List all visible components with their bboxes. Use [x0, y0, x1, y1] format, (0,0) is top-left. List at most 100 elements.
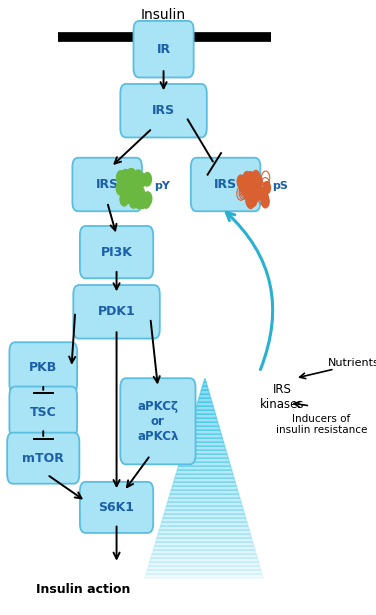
Circle shape [257, 188, 264, 200]
Polygon shape [183, 446, 226, 450]
Text: pY: pY [154, 181, 170, 191]
Text: IR: IR [156, 42, 171, 56]
Polygon shape [149, 562, 260, 566]
Text: S6K1: S6K1 [99, 501, 135, 514]
FancyBboxPatch shape [7, 433, 79, 483]
Polygon shape [162, 518, 247, 522]
Text: Inducers of
insulin resistance: Inducers of insulin resistance [276, 413, 367, 435]
Polygon shape [189, 426, 220, 430]
Polygon shape [156, 538, 253, 542]
Circle shape [253, 182, 261, 194]
Polygon shape [171, 486, 238, 490]
Text: Insulin action: Insulin action [36, 582, 130, 596]
Polygon shape [186, 438, 224, 442]
Polygon shape [175, 474, 234, 478]
Circle shape [254, 183, 262, 196]
Text: PDK1: PDK1 [98, 305, 135, 319]
Circle shape [130, 173, 138, 187]
Polygon shape [200, 391, 209, 394]
FancyBboxPatch shape [72, 158, 142, 212]
Circle shape [138, 173, 146, 187]
Circle shape [134, 195, 143, 208]
Polygon shape [187, 434, 223, 438]
Circle shape [121, 175, 129, 189]
Circle shape [252, 170, 260, 183]
Circle shape [117, 171, 125, 184]
Circle shape [129, 194, 138, 208]
Circle shape [138, 191, 146, 205]
Text: aPKCζ
or
aPKCλ: aPKCζ or aPKCλ [137, 400, 179, 443]
Polygon shape [152, 550, 256, 554]
Polygon shape [159, 526, 249, 530]
Circle shape [247, 196, 255, 208]
Text: IRS: IRS [96, 178, 119, 191]
Polygon shape [174, 478, 235, 482]
FancyBboxPatch shape [120, 84, 207, 138]
Circle shape [124, 179, 133, 192]
Polygon shape [147, 566, 261, 570]
Polygon shape [161, 522, 248, 526]
Text: IRS: IRS [152, 104, 175, 117]
Polygon shape [163, 514, 246, 518]
Circle shape [246, 194, 253, 207]
FancyBboxPatch shape [73, 285, 160, 338]
Polygon shape [191, 422, 219, 426]
Polygon shape [146, 570, 262, 574]
Polygon shape [155, 542, 254, 546]
Text: PKB: PKB [29, 361, 58, 375]
Text: mTOR: mTOR [22, 451, 64, 465]
Circle shape [243, 183, 250, 195]
Circle shape [247, 184, 255, 197]
Polygon shape [151, 554, 257, 558]
Circle shape [248, 186, 255, 199]
Circle shape [134, 170, 142, 183]
Polygon shape [192, 418, 218, 422]
FancyBboxPatch shape [191, 158, 260, 212]
Polygon shape [180, 458, 229, 462]
Polygon shape [145, 574, 263, 578]
Circle shape [255, 175, 262, 187]
Polygon shape [157, 534, 252, 538]
Circle shape [143, 172, 152, 186]
Text: Nutrients: Nutrients [327, 358, 376, 368]
Circle shape [125, 177, 133, 191]
FancyBboxPatch shape [80, 226, 153, 278]
Circle shape [262, 196, 269, 208]
Circle shape [118, 176, 127, 189]
Circle shape [120, 192, 128, 206]
Polygon shape [201, 386, 208, 391]
Circle shape [124, 181, 132, 195]
FancyBboxPatch shape [133, 21, 194, 77]
FancyBboxPatch shape [80, 482, 153, 533]
Polygon shape [188, 430, 221, 434]
Polygon shape [194, 410, 215, 415]
Circle shape [246, 183, 253, 196]
Text: PI3K: PI3K [101, 245, 132, 259]
Polygon shape [170, 490, 239, 494]
Circle shape [128, 184, 136, 197]
Circle shape [241, 184, 249, 196]
Circle shape [250, 176, 258, 188]
Circle shape [247, 172, 254, 184]
Polygon shape [204, 378, 206, 382]
Circle shape [263, 181, 270, 194]
Circle shape [138, 195, 146, 208]
Polygon shape [164, 510, 244, 514]
Circle shape [254, 186, 261, 199]
Circle shape [142, 195, 150, 208]
FancyBboxPatch shape [120, 378, 196, 464]
Text: pS: pS [272, 181, 288, 191]
Circle shape [252, 189, 259, 201]
Circle shape [127, 169, 136, 182]
Circle shape [243, 172, 251, 184]
Circle shape [249, 194, 257, 207]
Polygon shape [167, 502, 242, 506]
Circle shape [124, 176, 133, 189]
Circle shape [261, 192, 268, 205]
Polygon shape [179, 462, 230, 466]
Polygon shape [150, 558, 259, 562]
Text: Insulin: Insulin [141, 9, 186, 22]
Circle shape [240, 176, 248, 188]
Text: IRS: IRS [214, 178, 237, 191]
Circle shape [128, 183, 136, 197]
